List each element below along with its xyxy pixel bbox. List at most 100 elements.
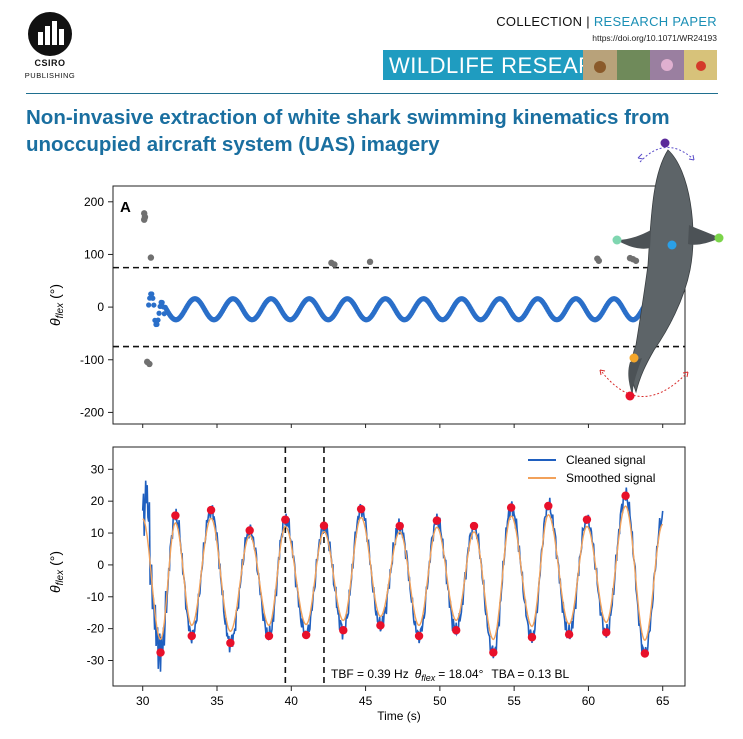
annotation-tbf: TBF = 0.39 Hz xyxy=(331,667,409,681)
keypoint-head xyxy=(660,138,670,148)
smoothed-signal-line xyxy=(142,505,664,642)
y-tick-label-b: 0 xyxy=(97,558,104,572)
x-tick-label: 45 xyxy=(359,694,373,708)
y-tick-label-a: 100 xyxy=(84,247,104,261)
x-tick-label: 40 xyxy=(285,694,299,708)
panel-a-ylabel: θflex (°) xyxy=(47,284,66,326)
peak-marker xyxy=(171,511,180,520)
x-tick-label: 65 xyxy=(656,694,670,708)
signal-point xyxy=(155,317,161,323)
keypoint-right-pectoral xyxy=(714,233,724,243)
outlier-point xyxy=(141,216,148,223)
panel-b-axes: 30 20 10 0 -10 -20 -30 30 35 40 45 50 55 60 65 xyxy=(87,462,670,708)
header-rule xyxy=(26,93,718,94)
peak-marker xyxy=(544,501,553,511)
trough-marker xyxy=(640,649,650,658)
legend: Cleaned signal Smoothed signal xyxy=(528,453,655,485)
outlier-point xyxy=(147,254,155,261)
annotation-tba: TBA = 0.13 BL xyxy=(491,667,569,681)
ylabel-theta: θ xyxy=(47,318,63,326)
journal-banner: WILDLIFE RESEARCH xyxy=(383,50,717,80)
head-arc-arrow-left-icon xyxy=(637,153,644,160)
page-header: CSIRO PUBLISHING COLLECTION | RESEARCH P… xyxy=(0,0,743,96)
legend-smoothed-label: Smoothed signal xyxy=(566,471,655,485)
peak-marker xyxy=(281,515,290,524)
signal-point xyxy=(150,295,156,301)
keypoint-centroid xyxy=(667,240,677,250)
x-tick-label: 50 xyxy=(433,694,447,708)
outlier-point xyxy=(632,257,640,264)
y-tick-label-a: -200 xyxy=(80,405,104,419)
trough-marker xyxy=(376,621,385,630)
peak-marker xyxy=(356,504,366,514)
trough-marker xyxy=(414,631,424,641)
peak-marker xyxy=(395,521,404,531)
y-tick-label-b: -20 xyxy=(87,622,105,636)
y-tick-label-a: -100 xyxy=(80,353,104,367)
panel-a-thresholds xyxy=(113,266,685,348)
y-tick-label-b: 10 xyxy=(91,526,105,540)
signal-point xyxy=(151,302,157,308)
x-tick-label: 55 xyxy=(507,694,521,708)
legend-cleaned-label: Cleaned signal xyxy=(566,453,645,467)
shark-right-fin xyxy=(688,225,720,245)
panel-b-cycle-markers xyxy=(284,447,325,686)
signal-point xyxy=(146,302,152,308)
signal-point xyxy=(149,291,155,297)
outlier-point xyxy=(595,257,603,264)
trough-marker xyxy=(339,626,348,635)
peak-marker xyxy=(245,526,254,535)
panel-b-ylabel: θflex (°) xyxy=(47,551,66,593)
panel-b-frame xyxy=(112,446,686,687)
panel-a-axes: 200 100 0 -100 -200 xyxy=(80,195,664,428)
panel-label: A xyxy=(120,199,131,216)
outlier-point xyxy=(366,258,374,266)
shark-body xyxy=(631,149,694,394)
shark-left-fin xyxy=(617,230,651,249)
banner-photos-icon xyxy=(583,50,717,80)
peak-marker xyxy=(432,516,442,525)
signal-point xyxy=(156,310,162,316)
trough-marker xyxy=(564,630,574,639)
ylabel-b-unit: (°) xyxy=(47,551,63,566)
peak-marker xyxy=(621,491,630,500)
ylabel-b-theta: θ xyxy=(47,585,63,593)
y-tick-label-b: -30 xyxy=(87,654,105,668)
signal-point xyxy=(154,321,160,327)
doi-link[interactable]: https://doi.org/10.1071/WR24193 xyxy=(592,33,717,43)
logo-wordmark: CSIRO xyxy=(34,58,66,68)
trough-marker xyxy=(226,638,235,648)
paper-type: RESEARCH PAPER xyxy=(593,14,717,29)
panel-b-extrema xyxy=(156,491,650,658)
keypoint-caudal-peduncle xyxy=(629,353,639,363)
outlier-point xyxy=(146,360,153,368)
x-tick-label: 35 xyxy=(210,694,224,708)
trough-marker xyxy=(489,648,498,657)
x-axis-label: Time (s) xyxy=(377,709,421,723)
y-tick-label-a: 0 xyxy=(97,300,104,314)
shark-illustration xyxy=(599,138,724,401)
peak-marker xyxy=(206,505,216,515)
panel-a-frame xyxy=(112,185,686,425)
peak-marker xyxy=(319,521,329,530)
tail-arc-arrow-left-icon xyxy=(599,369,606,376)
keypoint-left-pectoral xyxy=(612,235,622,245)
kinematics-annotation: TBF = 0.39 Hz θflex = 18.04° TBA = 0.13 BL xyxy=(331,667,569,683)
collection-label: COLLECTION | RESEARCH PAPER xyxy=(496,14,717,29)
annotation-bg xyxy=(326,663,626,683)
trough-marker xyxy=(602,628,611,637)
shark-tail xyxy=(628,358,642,398)
trough-marker xyxy=(264,631,274,641)
panel-a-signal-points xyxy=(146,291,673,328)
panel-b-series xyxy=(141,480,664,672)
x-tick-label: 30 xyxy=(136,694,150,708)
logo-subtitle: PUBLISHING xyxy=(24,71,76,80)
outlier-point xyxy=(331,261,338,268)
ylabel-b-sub: flex xyxy=(55,569,66,586)
head-arc xyxy=(639,146,693,163)
annotation-theta: θ xyxy=(415,667,422,681)
head-arc-arrow-right-icon xyxy=(688,154,695,161)
tail-arc-arrow-right-icon xyxy=(682,371,689,378)
y-tick-label-b: -10 xyxy=(87,590,105,604)
trough-marker xyxy=(187,631,196,641)
